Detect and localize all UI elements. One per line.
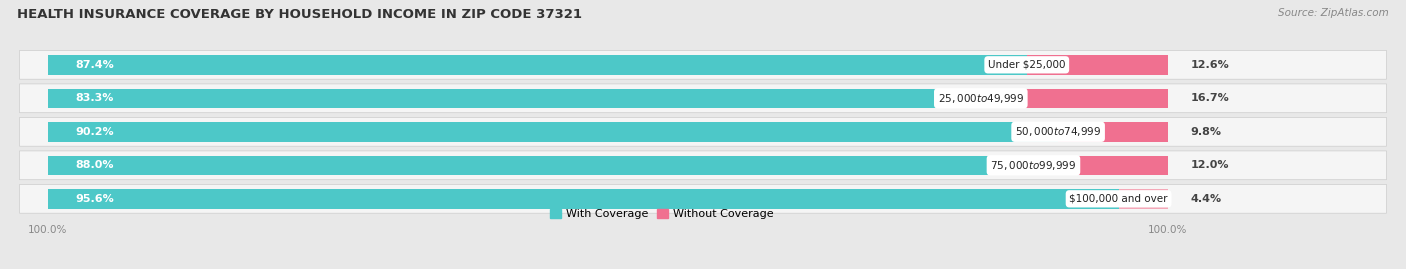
Text: 87.4%: 87.4%: [76, 60, 114, 70]
Text: 16.7%: 16.7%: [1191, 93, 1229, 103]
Text: 95.6%: 95.6%: [76, 194, 114, 204]
Text: 88.0%: 88.0%: [76, 160, 114, 170]
Text: $50,000 to $74,999: $50,000 to $74,999: [1015, 125, 1101, 138]
Text: $100,000 and over: $100,000 and over: [1070, 194, 1168, 204]
Bar: [1119, 189, 1168, 208]
FancyBboxPatch shape: [20, 84, 1386, 113]
FancyBboxPatch shape: [20, 185, 1386, 213]
Text: 12.6%: 12.6%: [1191, 60, 1229, 70]
Bar: [1033, 155, 1168, 175]
Text: Under $25,000: Under $25,000: [988, 60, 1066, 70]
Bar: [981, 89, 1168, 108]
FancyBboxPatch shape: [20, 50, 1386, 79]
Bar: [1059, 122, 1168, 141]
Legend: With Coverage, Without Coverage: With Coverage, Without Coverage: [546, 204, 778, 224]
Text: 12.0%: 12.0%: [1191, 160, 1229, 170]
FancyBboxPatch shape: [20, 151, 1386, 180]
Bar: [48, 189, 1119, 208]
Text: 4.4%: 4.4%: [1191, 194, 1222, 204]
Text: HEALTH INSURANCE COVERAGE BY HOUSEHOLD INCOME IN ZIP CODE 37321: HEALTH INSURANCE COVERAGE BY HOUSEHOLD I…: [17, 8, 582, 21]
FancyBboxPatch shape: [20, 117, 1386, 146]
Text: 83.3%: 83.3%: [76, 93, 114, 103]
Text: Source: ZipAtlas.com: Source: ZipAtlas.com: [1278, 8, 1389, 18]
Bar: [48, 89, 981, 108]
Text: 90.2%: 90.2%: [76, 127, 114, 137]
Text: 9.8%: 9.8%: [1191, 127, 1222, 137]
Text: $75,000 to $99,999: $75,000 to $99,999: [990, 159, 1077, 172]
Bar: [1026, 55, 1168, 75]
Bar: [48, 122, 1059, 141]
Bar: [48, 155, 1033, 175]
Text: $25,000 to $49,999: $25,000 to $49,999: [938, 92, 1024, 105]
Bar: [48, 55, 1026, 75]
